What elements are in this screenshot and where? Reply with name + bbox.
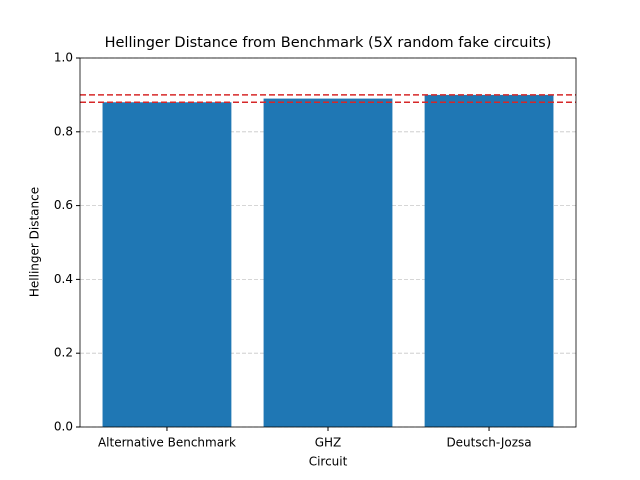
bar xyxy=(424,94,554,428)
y-axis-label: Hellinger Distance xyxy=(28,187,42,297)
y-tick-label: 0.6 xyxy=(54,198,73,212)
x-tick-label: Alternative Benchmark xyxy=(98,436,236,450)
y-tick-label: 1.0 xyxy=(54,51,73,65)
bar xyxy=(102,102,232,427)
chart-title: Hellinger Distance from Benchmark (5X ra… xyxy=(105,35,552,51)
x-tick-label: Deutsch-Jozsa xyxy=(446,436,531,450)
x-axis-label: Circuit xyxy=(309,455,348,469)
y-tick-label: 0.0 xyxy=(54,420,73,434)
y-tick-label: 0.2 xyxy=(54,346,73,360)
y-tick-label: 0.4 xyxy=(54,272,73,286)
x-tick-label: GHZ xyxy=(315,436,342,450)
plot-frame xyxy=(79,57,577,428)
bar xyxy=(263,98,393,427)
y-tick-label: 0.8 xyxy=(54,124,73,138)
